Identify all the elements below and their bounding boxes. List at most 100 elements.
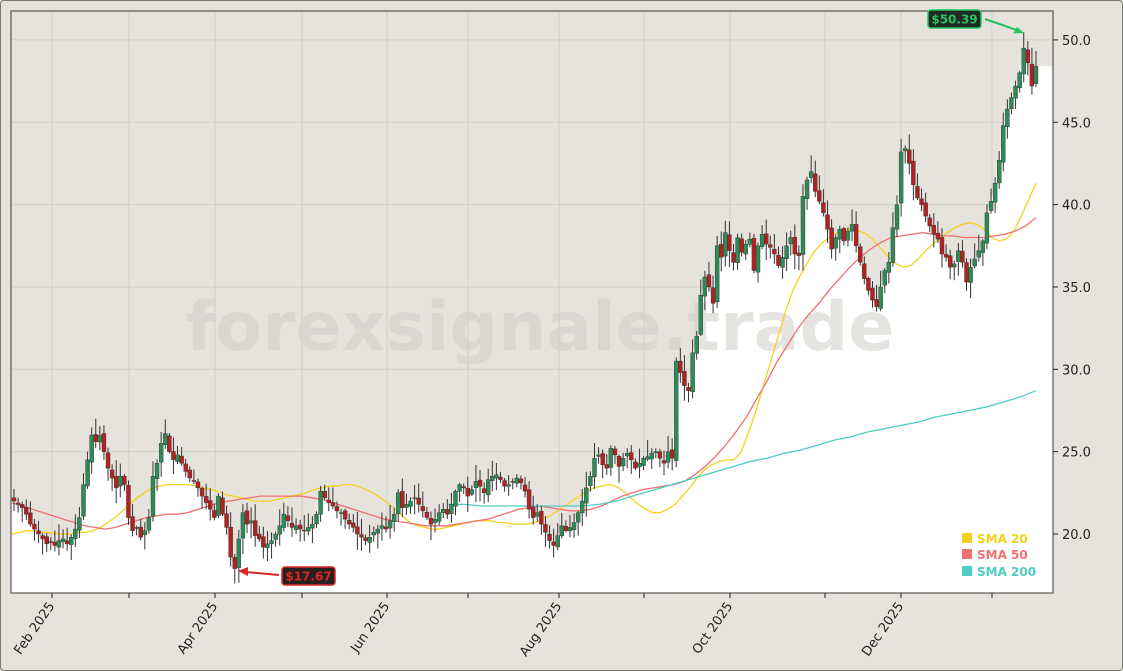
- candle-down: [776, 255, 781, 266]
- candle-up: [575, 512, 581, 523]
- x-tick-label: Aug 2025: [517, 600, 565, 660]
- sma-line-sma200: [448, 390, 1037, 507]
- candle-down: [363, 537, 368, 541]
- candle-down: [669, 449, 675, 459]
- candle-down: [138, 526, 143, 538]
- candle-up: [878, 286, 883, 309]
- legend-swatch-sma200: [962, 566, 972, 576]
- candle-up: [984, 212, 990, 244]
- candle-up: [277, 525, 282, 535]
- candle-down: [208, 500, 213, 510]
- candle-down: [678, 360, 683, 373]
- x-axis: Feb 2025 Apr 2025 Jun 2025 Aug 2025 Oct 2025…: [11, 593, 993, 660]
- candle-down: [661, 460, 667, 464]
- candle-up: [988, 201, 994, 211]
- candle-up: [118, 476, 123, 487]
- candle-down: [612, 448, 618, 456]
- candle-up: [453, 490, 458, 507]
- candle-down: [943, 254, 949, 258]
- candle-down: [563, 526, 569, 531]
- candle-up: [755, 245, 761, 273]
- x-tick-label: Oct 2025: [690, 600, 737, 658]
- candle-down: [927, 217, 932, 227]
- candle-up: [85, 459, 90, 487]
- candle-down: [285, 515, 291, 522]
- candle-up: [674, 360, 679, 461]
- candle-down: [36, 530, 41, 535]
- candle-down: [32, 523, 37, 530]
- candle-up: [490, 476, 495, 481]
- candle-up: [800, 196, 806, 255]
- candle-up: [735, 237, 740, 264]
- candle-up: [902, 148, 908, 152]
- candle-up: [641, 458, 646, 466]
- candle-up: [338, 512, 344, 514]
- candle-up: [653, 451, 659, 453]
- candle-down: [130, 516, 135, 531]
- candle-down: [212, 510, 217, 518]
- candle-down: [539, 510, 544, 525]
- candle-up: [412, 497, 417, 500]
- candle-down: [813, 173, 818, 192]
- y-tick-label: 50.0: [1062, 34, 1091, 49]
- candle-down: [187, 469, 192, 479]
- candle-down: [445, 508, 450, 515]
- candle-down: [841, 228, 847, 242]
- candle-up: [665, 451, 671, 463]
- candle-up: [580, 500, 585, 514]
- candle-down: [347, 520, 352, 525]
- y-tick-label: 45.0: [1062, 116, 1091, 131]
- candle-down: [461, 486, 466, 489]
- high-price-label: $50.39: [931, 13, 977, 27]
- candle-up: [1005, 108, 1010, 128]
- candle-up: [698, 294, 703, 335]
- candle-down: [616, 456, 622, 467]
- candle-up: [97, 434, 103, 443]
- candle-down: [351, 522, 356, 528]
- candle-up: [567, 527, 573, 532]
- candle-down: [543, 524, 548, 533]
- candle-down: [919, 198, 924, 205]
- candle-down: [261, 536, 266, 548]
- candle-down: [600, 453, 605, 466]
- candle-up: [77, 517, 82, 531]
- candle-up: [997, 159, 1002, 184]
- y-tick-label: 35.0: [1062, 281, 1091, 296]
- candle-up: [596, 454, 601, 457]
- candle-up: [506, 484, 511, 487]
- candle-down: [796, 252, 802, 256]
- candle-down: [195, 481, 201, 489]
- candle-up: [379, 525, 385, 529]
- candle-down: [763, 233, 769, 245]
- candle-down: [326, 499, 331, 503]
- candle-down: [522, 484, 528, 492]
- y-tick-label: 40.0: [1062, 199, 1091, 214]
- candle-up: [808, 171, 814, 178]
- candle-up: [649, 453, 654, 460]
- candle-down: [1025, 49, 1031, 64]
- candle-up: [494, 474, 499, 479]
- candle-up: [273, 533, 278, 540]
- candle-down: [302, 529, 307, 532]
- candle-down: [232, 557, 237, 569]
- candle-down: [48, 541, 53, 543]
- candle-down: [322, 490, 327, 498]
- legend-label-sma200: SMA 200: [977, 565, 1036, 579]
- candle-up: [236, 538, 242, 568]
- candle-up: [81, 484, 86, 517]
- candle-up: [60, 538, 66, 543]
- candle-up: [248, 520, 254, 524]
- candle-up: [69, 537, 74, 545]
- candle-down: [939, 237, 945, 255]
- candle-down: [964, 262, 969, 283]
- candle-up: [510, 481, 515, 483]
- candle-up: [898, 151, 904, 204]
- candle-down: [122, 475, 127, 485]
- candle-up: [894, 204, 900, 230]
- candle-down: [93, 434, 98, 442]
- candle-up: [584, 487, 589, 504]
- y-tick-label: 30.0: [1062, 363, 1091, 378]
- candle-down: [862, 263, 867, 279]
- candle-down: [604, 464, 609, 469]
- candle-down: [907, 149, 912, 164]
